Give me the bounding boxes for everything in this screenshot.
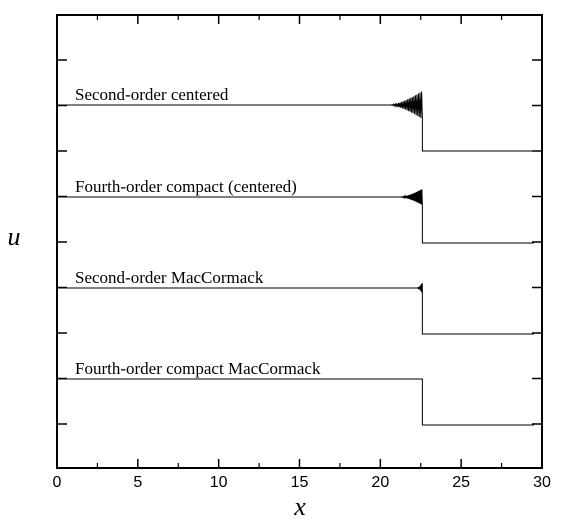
x-axis-ticks [56,15,543,468]
series-label: Fourth-order compact MacCormack [75,359,321,378]
series-line [57,189,534,244]
x-tick-label: 10 [210,474,228,491]
x-tick-label: 0 [53,474,62,491]
x-axis-label: x [293,492,306,521]
plot-frame [56,14,543,469]
x-axis-tick-labels: 0 5 10 15 20 25 30 [53,474,551,491]
y-axis-label: u [8,222,21,251]
series-labels: Second-order centered Fourth-order compac… [75,85,321,378]
series-label: Second-order centered [75,85,229,104]
x-tick-label: 25 [452,474,470,491]
series-line [57,378,534,426]
x-tick-label: 5 [133,474,142,491]
x-tick-label: 20 [371,474,389,491]
series-line [57,283,534,335]
x-tick-label: 30 [533,474,551,491]
series-label: Fourth-order compact (centered) [75,177,297,196]
x-tick-label: 15 [291,474,309,491]
series-label: Second-order MacCormack [75,268,264,287]
series-lines [57,91,534,426]
series-line [57,91,534,152]
